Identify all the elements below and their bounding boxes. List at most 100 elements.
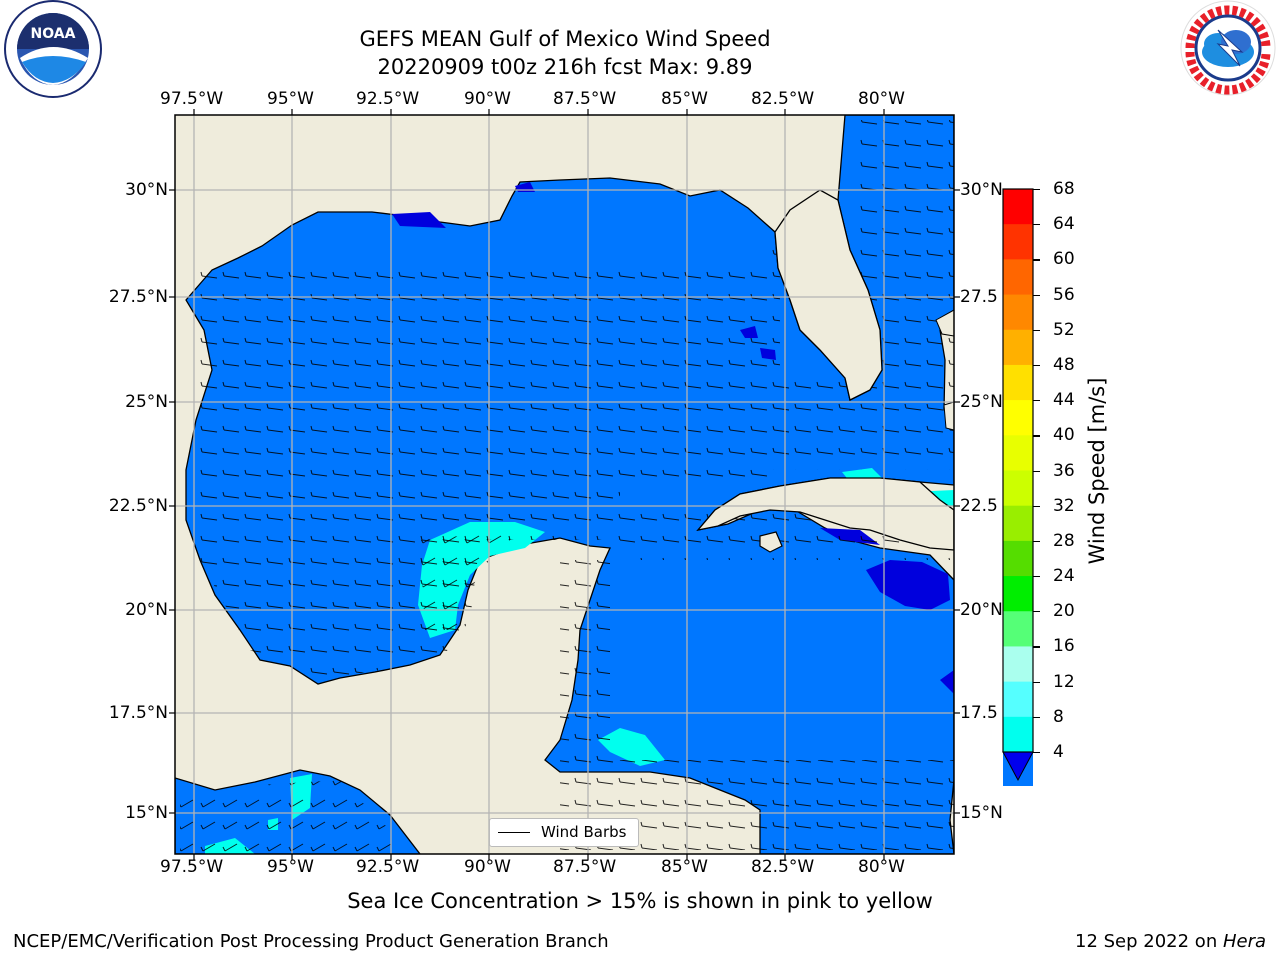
nws-logo (1180, 0, 1276, 96)
noaa-logo: NOAA (4, 0, 102, 98)
colorbar-tick-label: 24 (1053, 566, 1075, 587)
colorbar-tick-label: 68 (1053, 179, 1075, 199)
bahamas-land (935, 309, 954, 337)
colorbar-tick-label: 8 (1053, 706, 1064, 727)
lon-label-top: 92.5°W (356, 89, 420, 109)
machine-name: Hera (1222, 931, 1266, 952)
colorbar-tick-label: 44 (1053, 390, 1075, 411)
colorbar-segment (1003, 470, 1033, 507)
date-text: 12 Sep 2022 on (1075, 931, 1223, 952)
colorbar-tick-label: 12 (1053, 671, 1075, 692)
colorbar-tick-mark (1033, 752, 1040, 754)
lat-label-left: 27.5°N (108, 287, 168, 307)
lat-label-left: 20°N (125, 600, 168, 620)
colorbar-segment (1003, 716, 1033, 753)
lat-label-left: 17.5°N (108, 703, 168, 723)
noaa-logo-text: NOAA (31, 26, 76, 42)
axis-ticks (169, 109, 960, 860)
colorbar-segment (1003, 189, 1033, 225)
colorbar-tick-mark (1033, 505, 1040, 507)
colorbar-tick-mark (1033, 364, 1040, 367)
colorbar-segment (1003, 400, 1033, 436)
colorbar-tick-label: 52 (1053, 319, 1075, 340)
isle-of-youth (759, 531, 783, 553)
colorbar-segment (1003, 329, 1033, 366)
lon-label-top: 95°W (267, 89, 314, 109)
lon-label-bottom: 95°W (267, 857, 314, 877)
colorbar-label: Wind Speed [m/s] (1085, 377, 1109, 565)
colorbar-segment (1003, 364, 1033, 401)
lon-label-top: 87.5°W (553, 89, 617, 109)
colorbar-tick-mark (1033, 470, 1040, 472)
colorbar-tick-mark (1033, 189, 1040, 191)
lat-label-right: 15°N (960, 803, 1003, 823)
footer-note-row: Sea Ice Concentration > 15% is shown in … (0, 889, 1280, 913)
colorbar-tick-label: 40 (1053, 425, 1075, 446)
lat-label-left: 15°N (125, 803, 168, 823)
lon-label-top: 90°W (464, 89, 511, 109)
map-title-line1: GEFS MEAN Gulf of Mexico Wind Speed (359, 27, 771, 51)
cuba-land (696, 477, 954, 551)
lat-label-right: 20°N (960, 600, 1003, 620)
lat-label-right: 25°N (960, 392, 1003, 412)
lat-label-left: 30°N (125, 180, 168, 200)
colorbar-tick-mark (1033, 646, 1040, 648)
lat-label-right: 17.5 (960, 703, 998, 723)
colorbar-segment (1003, 259, 1033, 296)
wind-barbs (180, 120, 954, 854)
florida-land (774, 189, 883, 401)
lon-label-bottom: 87.5°W (553, 857, 617, 877)
bahamas-land-2 (943, 401, 954, 431)
colorbar-tick-mark (1033, 329, 1040, 331)
map-title-line2: 20220909 t00z 216h fcst Max: 9.89 (377, 55, 753, 79)
colorbar-tick-label: 4 (1053, 742, 1064, 762)
colorbar-tick-mark (1033, 259, 1040, 261)
lat-label-right: 30°N (960, 180, 1003, 200)
colorbar-tick-mark (1033, 540, 1040, 543)
colorbar-segment (1003, 646, 1033, 683)
lat-label-right: 27.5 (960, 287, 998, 307)
sea-ice-note: Sea Ice Concentration > 15% is shown in … (347, 889, 933, 913)
colorbar-segment (1003, 540, 1033, 577)
map-frame (174, 114, 955, 855)
colorbar-tick-mark (1033, 435, 1040, 437)
colorbar-segment (1003, 435, 1033, 471)
lon-label-top: 85°W (661, 89, 708, 109)
colorbar-tick-label: 48 (1053, 354, 1075, 375)
colorbar-tick-mark (1033, 716, 1040, 718)
colorbar (1002, 188, 1034, 786)
graticule (175, 115, 954, 854)
colorbar-tick-label: 20 (1053, 601, 1075, 622)
colorbar-segment (1003, 294, 1033, 331)
legend-label: Wind Barbs (541, 823, 627, 841)
colorbar-tick-mark (1033, 576, 1040, 578)
colorbar-segment (1003, 224, 1033, 260)
colorbar-tick-label: 56 (1053, 284, 1075, 305)
colorbar-segment (1003, 681, 1033, 718)
colorbar-tick-label: 16 (1053, 636, 1075, 657)
lon-label-bottom: 90°W (464, 857, 511, 877)
lat-label-right: 22.5 (960, 496, 998, 516)
colorbar-tick-mark (1033, 611, 1040, 613)
colorbar-tick-label: 60 (1053, 249, 1075, 270)
colorbar-tick-mark (1033, 224, 1040, 226)
colorbar-tick-mark (1033, 681, 1040, 683)
legend-box: Wind Barbs (489, 818, 639, 847)
lon-label-bottom: 82.5°W (751, 857, 815, 877)
colorbar-tick-label: 28 (1053, 530, 1075, 551)
lon-label-top: 80°W (858, 89, 905, 109)
colorbar-tick-label: 32 (1053, 495, 1075, 516)
lat-label-left: 25°N (125, 392, 168, 412)
credit-text: NCEP/EMC/Verification Post Processing Pr… (13, 931, 609, 952)
colorbar-tick-mark (1033, 294, 1040, 296)
colorbar-segment (1003, 576, 1033, 612)
colorbar-tick-label: 64 (1053, 214, 1075, 235)
lon-label-top: 97.5°W (160, 89, 224, 109)
lon-label-bottom: 80°W (858, 857, 905, 877)
lon-label-bottom: 85°W (661, 857, 708, 877)
colorbar-tick-mark (1033, 400, 1040, 402)
lat-label-left: 22.5°N (108, 496, 168, 516)
lon-label-bottom: 92.5°W (356, 857, 420, 877)
legend-line-icon (498, 832, 530, 834)
